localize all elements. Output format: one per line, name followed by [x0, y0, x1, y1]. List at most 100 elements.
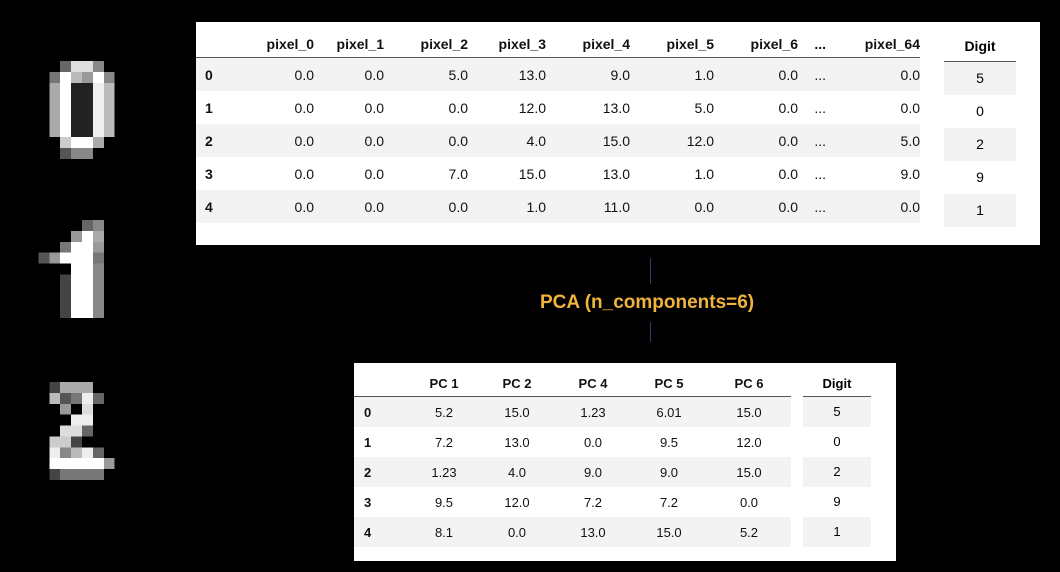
cell: 0.0	[314, 57, 384, 91]
pca-label: PCA (n_components=6)	[540, 292, 755, 313]
cell: 15.0	[546, 124, 630, 157]
table-row: 1 0.0 0.0 0.0 12.0 13.0 5.0 0.0 ... 0.0	[196, 91, 920, 124]
cell: 6.01	[631, 396, 707, 427]
column-header: pixel_2	[420, 36, 468, 52]
cell: 15.0	[707, 396, 791, 427]
cell: 0.0	[314, 190, 384, 223]
raw-dataframe-panel: pixel_0 pixel_1 pixel_2 pixel_3 pixel_4 …	[196, 22, 1040, 245]
cell: 12.0	[736, 434, 762, 450]
cell: 15.0	[707, 457, 791, 487]
cell: ...	[798, 124, 826, 157]
pca-dataframe-panel: PC 1 PC 2 PC 4 PC 5 PC 6 0 5.2 15.0 1.23…	[354, 363, 896, 561]
cell: 0.0	[739, 494, 759, 510]
cell: 1.0	[468, 190, 546, 223]
digit-cell: 2	[803, 457, 871, 487]
cell: 0.0	[714, 190, 798, 223]
table-row: 2 0.0 0.0 0.0 4.0 15.0 12.0 0.0 ... 5.0	[196, 124, 920, 157]
table-row: 4 0.0 0.0 0.0 1.0 11.0 0.0 0.0 ... 0.0	[196, 190, 920, 223]
cell: 0.0	[479, 517, 555, 547]
digit-cell: 1	[944, 194, 1016, 227]
column-header: ...	[814, 36, 826, 52]
raw-digit-column: Digit 5 0 2 9 1	[944, 31, 1016, 227]
column-header: pixel_3	[498, 36, 546, 52]
row-index: 3	[364, 494, 372, 510]
cell: 13.0	[468, 57, 546, 91]
row-index: 2	[354, 457, 409, 487]
cell: 0.0	[294, 165, 314, 182]
column-header: pixel_0	[266, 36, 314, 52]
digit-cell: 5	[803, 397, 871, 427]
cell: 0.0	[238, 124, 314, 157]
cell: 15.0	[631, 517, 707, 547]
cell: 13.0	[555, 517, 631, 547]
cell: 0.0	[294, 99, 314, 116]
table-row: 3 9.5 12.0 7.2 7.2 0.0	[354, 487, 791, 517]
cell: 0.0	[826, 190, 920, 223]
cell: 1.23	[555, 396, 631, 427]
index-header	[354, 371, 409, 397]
digit-cell: 1	[803, 517, 871, 547]
cell: 4.0	[479, 457, 555, 487]
cell: 1.23	[409, 457, 479, 487]
cell: 8.1	[409, 517, 479, 547]
cell: 0.0	[448, 99, 468, 116]
digit-cell: 5	[944, 62, 1016, 95]
row-index: 1	[205, 99, 213, 116]
cell: 9.5	[434, 494, 454, 510]
cell: 0.0	[364, 165, 384, 182]
cell: 4.0	[468, 124, 546, 157]
cell: 0.0	[314, 124, 384, 157]
table-row: 0 0.0 0.0 5.0 13.0 9.0 1.0 0.0 ... 0.0	[196, 57, 920, 91]
digit-cell: 0	[833, 434, 841, 449]
table-row: 4 8.1 0.0 13.0 15.0 5.2	[354, 517, 791, 547]
cell: 0.0	[900, 99, 920, 116]
digit-cell: 2	[944, 128, 1016, 161]
cell: ...	[798, 57, 826, 91]
table-row: 3 0.0 0.0 7.0 15.0 13.0 1.0 0.0 ... 9.0	[196, 157, 920, 190]
cell: 13.0	[504, 434, 530, 450]
connector-line-top	[650, 258, 651, 284]
digit-cell: 9	[833, 494, 841, 509]
column-header: PC 1	[429, 376, 459, 391]
row-index: 3	[205, 165, 213, 182]
cell: 11.0	[546, 190, 630, 223]
digit-zero-image	[38, 61, 126, 159]
cell: 9.0	[900, 165, 920, 182]
connector-line-bottom	[650, 322, 651, 342]
cell: 1.0	[694, 165, 714, 182]
pca-dataframe-table: PC 1 PC 2 PC 4 PC 5 PC 6 0 5.2 15.0 1.23…	[354, 371, 791, 547]
cell: 5.0	[384, 57, 468, 91]
row-index: 0	[196, 57, 238, 91]
column-header: PC 2	[502, 376, 532, 391]
row-index: 0	[354, 396, 409, 427]
cell: 9.0	[631, 457, 707, 487]
cell: 0.0	[238, 190, 314, 223]
pca-header-row: PC 1 PC 2 PC 4 PC 5 PC 6	[354, 371, 791, 397]
cell: 5.0	[826, 124, 920, 157]
table-row: 0 5.2 15.0 1.23 6.01 15.0	[354, 396, 791, 427]
cell: ...	[798, 190, 826, 223]
cell: 9.0	[546, 57, 630, 91]
row-index: 4	[196, 190, 238, 223]
cell: 15.0	[479, 396, 555, 427]
cell: 0.0	[826, 57, 920, 91]
cell: 0.0	[778, 165, 798, 182]
digit-cell: 0	[976, 103, 984, 119]
row-index: 4	[354, 517, 409, 547]
column-header: PC 6	[734, 376, 764, 391]
cell: 0.0	[630, 190, 714, 223]
cell: 7.2	[434, 434, 454, 450]
cell: 13.0	[602, 165, 630, 182]
cell: 12.0	[630, 124, 714, 157]
cell: 0.0	[714, 57, 798, 91]
raw-dataframe-table: pixel_0 pixel_1 pixel_2 pixel_3 pixel_4 …	[196, 31, 920, 223]
column-header: pixel_5	[666, 36, 714, 52]
cell: 5.2	[409, 396, 479, 427]
cell: 12.0	[518, 99, 546, 116]
cell: 0.0	[778, 99, 798, 116]
cell: 0.0	[364, 99, 384, 116]
column-header: PC 5	[654, 376, 684, 391]
row-index: 1	[364, 434, 372, 450]
column-header: pixel_64	[864, 36, 920, 52]
digit-header: Digit	[944, 31, 1016, 62]
